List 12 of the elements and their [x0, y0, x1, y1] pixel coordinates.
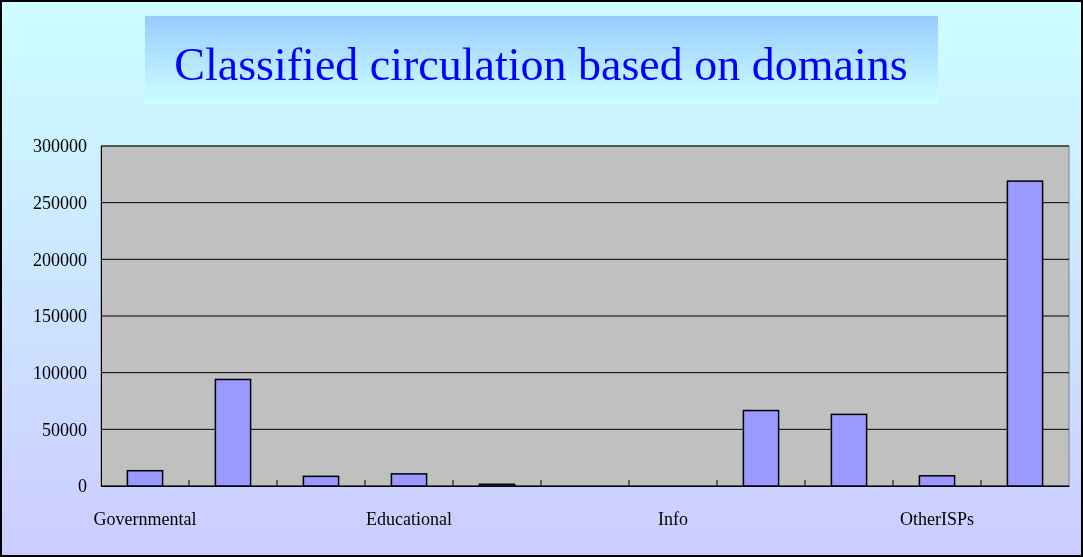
chart-title: Classified circulation based on domains	[174, 39, 908, 90]
x-tick-label: Governmental	[93, 508, 197, 529]
x-tick-label: Educational	[366, 508, 452, 529]
y-tick-label: 50000	[42, 419, 87, 440]
x-tick-label: Info	[658, 508, 688, 529]
y-tick-label: 0	[78, 476, 87, 497]
y-tick-label: 150000	[33, 306, 87, 327]
y-tick-label: 300000	[33, 136, 87, 157]
x-tick-label: OtherISPs	[899, 508, 975, 529]
y-tick-label: 100000	[33, 362, 87, 383]
y-tick-label: 200000	[33, 249, 87, 270]
y-tick-label: 250000	[33, 192, 87, 213]
